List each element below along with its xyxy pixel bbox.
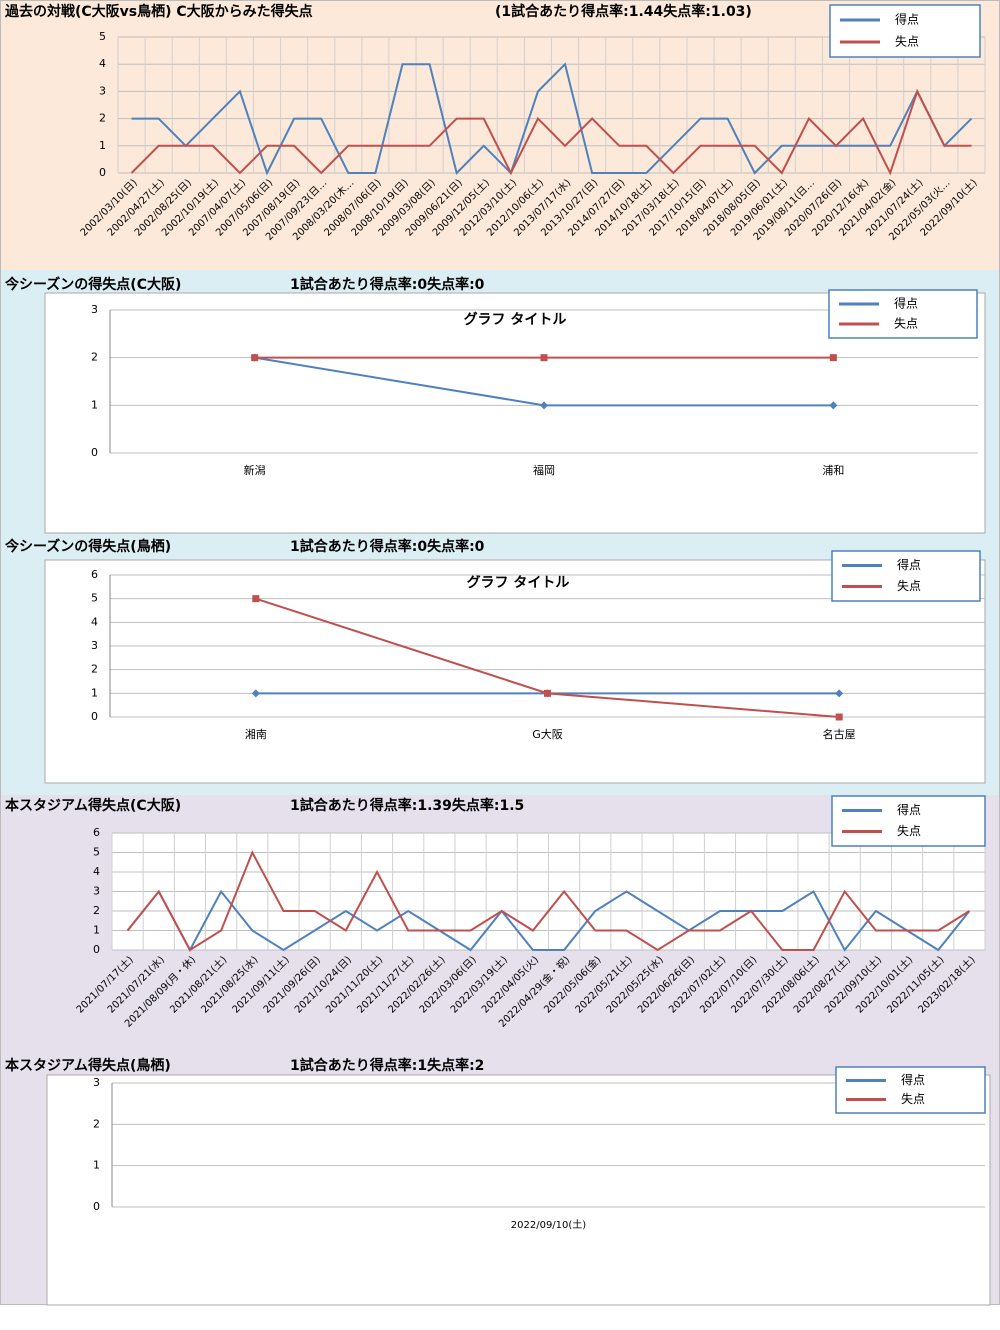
chart-area bbox=[44, 559, 986, 784]
legend-box bbox=[828, 289, 978, 339]
marker bbox=[829, 354, 837, 362]
series-line bbox=[131, 62, 973, 176]
legend-label: 失点 bbox=[897, 823, 921, 838]
y-tick-label: 6 bbox=[91, 568, 98, 581]
series-line bbox=[130, 88, 972, 176]
y-tick-label: 2 bbox=[93, 1117, 100, 1130]
y-tick-label: 1 bbox=[93, 924, 100, 937]
chart-subtitle: 1試合あたり得点率:1失点率:2 bbox=[290, 1057, 484, 1074]
legend-label: 得点 bbox=[895, 12, 919, 27]
marker bbox=[252, 595, 260, 603]
legend-box bbox=[835, 1066, 986, 1114]
legend-box bbox=[831, 550, 981, 602]
legend-label: 得点 bbox=[894, 296, 918, 311]
legend-label: 失点 bbox=[897, 578, 921, 593]
chart-subtitle: (1試合あたり得点率:1.44失点率:1.03) bbox=[495, 3, 752, 20]
chart-subtitle: 1試合あたり得点率:0失点率:0 bbox=[290, 276, 485, 293]
legend-label: 失点 bbox=[901, 1091, 925, 1106]
x-tick-label: 福岡 bbox=[533, 463, 555, 477]
y-tick-label: 3 bbox=[99, 84, 106, 97]
y-tick-label: 3 bbox=[91, 639, 98, 652]
legend-label: 失点 bbox=[894, 316, 918, 331]
y-tick-label: 1 bbox=[91, 686, 98, 699]
y-tick-label: 3 bbox=[93, 885, 100, 898]
legend-label: 得点 bbox=[897, 557, 921, 572]
chart-title: 本スタジアム得失点(C大阪) bbox=[5, 797, 181, 814]
chart-subtitle: 1試合あたり得点率:0失点率:0 bbox=[290, 538, 485, 555]
y-tick-label: 3 bbox=[91, 303, 98, 316]
y-tick-label: 2 bbox=[99, 112, 106, 125]
marker bbox=[540, 401, 548, 410]
chart-subtitle: 1試合あたり得点率:1.39失点率:1.5 bbox=[290, 797, 524, 814]
x-tick-label: 新潟 bbox=[244, 463, 266, 477]
marker bbox=[835, 713, 843, 721]
y-tick-label: 5 bbox=[99, 30, 106, 43]
marker bbox=[544, 689, 551, 697]
legend-label: 得点 bbox=[897, 802, 921, 817]
y-tick-label: 2 bbox=[91, 351, 98, 364]
chart-area bbox=[46, 1074, 991, 1306]
legend-label: 得点 bbox=[901, 1072, 925, 1087]
plot-title: グラフ タイトル bbox=[467, 574, 570, 591]
legend-box bbox=[831, 795, 986, 847]
y-tick-label: 1 bbox=[93, 1159, 100, 1172]
x-tick-label: 名古屋 bbox=[823, 727, 856, 741]
marker bbox=[251, 689, 260, 698]
y-tick-label: 5 bbox=[91, 592, 98, 605]
plot-title: グラフ タイトル bbox=[464, 311, 567, 328]
y-tick-label: 4 bbox=[99, 57, 106, 70]
x-tick-label: G大阪 bbox=[532, 727, 563, 741]
marker bbox=[835, 689, 844, 698]
chart-title: 本スタジアム得失点(鳥栖) bbox=[5, 1057, 171, 1074]
y-tick-label: 1 bbox=[99, 139, 106, 152]
y-tick-label: 4 bbox=[91, 615, 98, 628]
legend-box bbox=[829, 4, 981, 58]
chart-title: 過去の対戦(C大阪vs鳥栖) C大阪からみた得失点 bbox=[4, 3, 313, 20]
y-tick-label: 2 bbox=[91, 663, 98, 676]
x-tick-label: 湘南 bbox=[245, 727, 267, 741]
x-tick-label: 浦和 bbox=[822, 464, 844, 477]
marker bbox=[540, 354, 548, 362]
legend-label: 失点 bbox=[895, 34, 919, 49]
chart-title: 今シーズンの得失点(C大阪) bbox=[4, 276, 181, 293]
y-tick-label: 4 bbox=[93, 865, 100, 878]
y-tick-label: 2 bbox=[93, 904, 100, 917]
y-tick-label: 6 bbox=[93, 826, 100, 839]
x-tick-label: 2022/09/10(土) bbox=[511, 1218, 587, 1231]
marker bbox=[251, 354, 259, 362]
y-tick-label: 1 bbox=[91, 398, 98, 411]
y-tick-label: 0 bbox=[93, 1200, 100, 1213]
y-tick-label: 5 bbox=[93, 846, 100, 859]
y-tick-label: 0 bbox=[91, 710, 98, 723]
chart-title: 今シーズンの得失点(鳥栖) bbox=[4, 538, 171, 555]
marker bbox=[829, 401, 838, 410]
y-tick-label: 0 bbox=[91, 446, 98, 459]
y-tick-label: 0 bbox=[99, 166, 106, 179]
y-tick-label: 3 bbox=[93, 1076, 100, 1089]
series-line bbox=[126, 850, 970, 952]
y-tick-label: 0 bbox=[93, 943, 100, 956]
